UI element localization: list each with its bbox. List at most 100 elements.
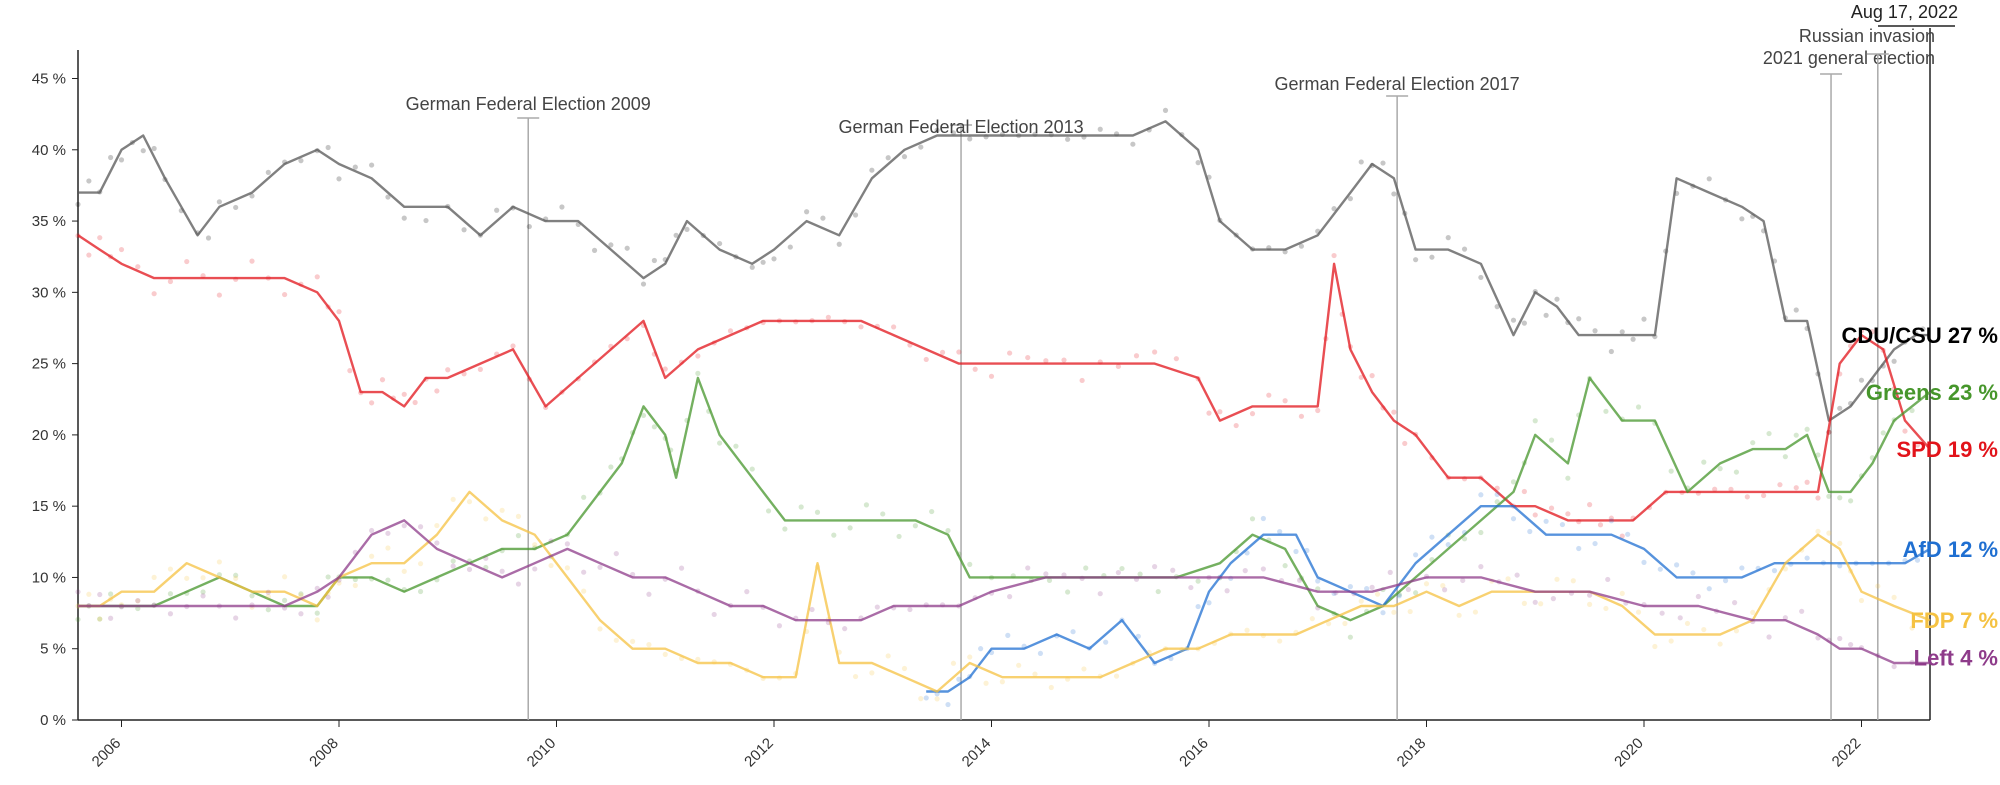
poll-point: [662, 366, 668, 372]
poll-point: [1793, 485, 1799, 491]
poll-point: [1592, 540, 1598, 547]
poll-point: [1732, 600, 1738, 606]
poll-point: [1521, 600, 1527, 606]
poll-point: [624, 245, 630, 251]
poll-point: [1043, 571, 1049, 577]
poll-point: [782, 526, 788, 532]
poll-point: [1358, 159, 1364, 165]
poll-point: [233, 204, 239, 211]
poll-point: [336, 176, 342, 182]
poll-point: [1195, 160, 1201, 166]
poll-point: [950, 130, 957, 136]
poll-point: [1007, 594, 1013, 600]
y-tick-label: 15 %: [32, 498, 66, 515]
poll-point: [1619, 590, 1625, 596]
poll-point: [771, 256, 777, 262]
poll-point: [1043, 358, 1049, 364]
poll-point: [1387, 569, 1393, 575]
poll-point: [1224, 588, 1230, 594]
poll-point: [1173, 356, 1179, 362]
poll-point: [869, 670, 875, 676]
poll-point: [1478, 529, 1484, 536]
poll-point: [1527, 528, 1533, 535]
poll-point: [1396, 593, 1402, 599]
poll-point: [434, 540, 440, 546]
poll-point: [1103, 639, 1109, 645]
poll-point: [1608, 348, 1614, 355]
poll-point: [216, 559, 222, 565]
poll-point: [1405, 586, 1411, 593]
poll-point: [695, 656, 701, 662]
poll-point: [1550, 596, 1556, 602]
poll-point: [988, 373, 995, 379]
poll-point: [1402, 440, 1408, 447]
poll-point: [385, 194, 391, 200]
poll-point: [733, 443, 739, 449]
poll-point: [608, 242, 614, 248]
poll-point: [282, 574, 288, 580]
poll-point: [1119, 565, 1125, 572]
poll-point: [417, 524, 424, 530]
poll-point: [581, 588, 587, 594]
poll-point: [167, 278, 174, 285]
poll-point: [1837, 635, 1843, 642]
poll-point: [1641, 316, 1647, 322]
poll-point: [765, 508, 772, 514]
poll-point: [282, 597, 288, 603]
poll-point: [1083, 565, 1089, 571]
poll-point: [1837, 495, 1843, 501]
poll-point: [352, 164, 358, 170]
poll-point: [1146, 649, 1152, 655]
poll-point: [1733, 469, 1740, 475]
poll-point: [1413, 257, 1419, 263]
poll-point: [108, 615, 114, 621]
poll-point: [945, 528, 951, 534]
poll-point: [1880, 430, 1886, 436]
poll-point: [901, 665, 908, 672]
poll-point: [1282, 398, 1288, 404]
poll-point: [1331, 206, 1337, 212]
poll-point: [918, 144, 924, 150]
poll-point: [749, 264, 755, 270]
poll-point: [1380, 610, 1386, 616]
poll-point: [1858, 328, 1865, 334]
poll-point: [140, 148, 146, 154]
poll-point: [423, 217, 429, 224]
x-tick-label: 2006: [89, 735, 125, 771]
poll-point: [265, 607, 271, 613]
poll-point: [1532, 418, 1538, 424]
poll-point: [1619, 533, 1625, 539]
poll-point: [956, 349, 962, 355]
poll-point: [1570, 578, 1576, 584]
poll-point: [967, 136, 973, 142]
poll-point: [999, 679, 1005, 685]
poll-point: [1217, 409, 1223, 415]
x-tick-label: 2010: [524, 735, 560, 771]
date-label: Aug 17, 2022: [1851, 2, 1958, 22]
poll-point: [499, 568, 505, 574]
poll-point: [1858, 377, 1865, 383]
event-label: German Federal Election 2013: [838, 117, 1083, 137]
poll-point: [1641, 559, 1647, 565]
poll-point: [1848, 641, 1854, 648]
poll-point: [379, 377, 386, 383]
poll-point: [1315, 578, 1321, 584]
poll-point: [1277, 529, 1283, 535]
poll-point: [1347, 584, 1353, 590]
poll-point: [216, 199, 222, 205]
end-label: CDU/CSU 27 %: [1842, 323, 1998, 348]
poll-point: [1113, 673, 1120, 679]
poll-point: [640, 281, 647, 287]
poll-point: [1282, 563, 1288, 569]
poll-point: [1771, 568, 1778, 574]
poll-point: [325, 574, 331, 580]
poll-point: [1025, 354, 1031, 361]
poll-point: [1065, 136, 1071, 142]
poll-point: [1391, 191, 1397, 197]
poll-point: [673, 232, 679, 238]
poll-point: [314, 610, 320, 616]
poll-point: [526, 223, 532, 230]
poll-point: [1548, 437, 1555, 443]
poll-point: [863, 502, 870, 508]
poll-point: [1565, 511, 1571, 517]
